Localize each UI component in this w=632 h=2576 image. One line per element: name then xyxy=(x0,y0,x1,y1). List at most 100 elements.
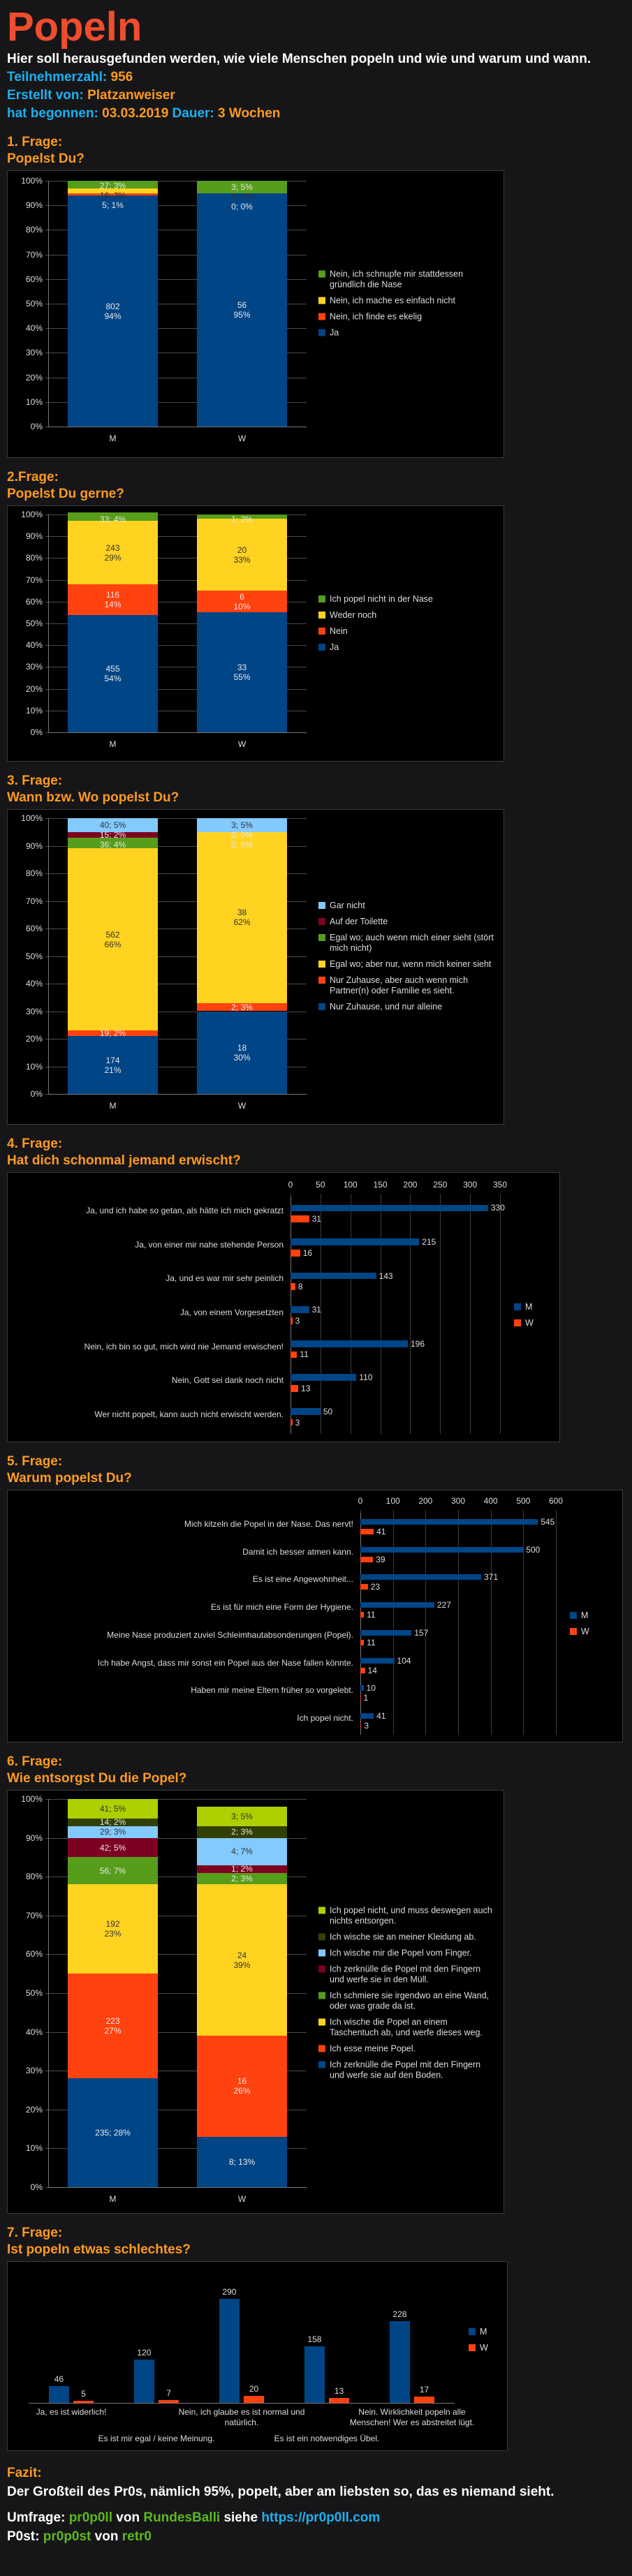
bar xyxy=(360,1685,364,1692)
bar-segment xyxy=(196,519,288,591)
bar xyxy=(360,1518,538,1525)
legend-item: Ich wische mir die Popel vom Finger. xyxy=(318,1948,497,1959)
chart-subtitle: Wann bzw. Wo popelst Du? xyxy=(7,790,179,805)
grid-line xyxy=(410,1194,411,1434)
duration-label: Dauer: xyxy=(172,106,214,121)
data-label: 16 xyxy=(302,1248,313,1258)
legend-item: Ich esse meine Popel. xyxy=(318,2044,497,2055)
data-label: 143 xyxy=(379,1271,393,1281)
legend-swatch xyxy=(318,976,325,984)
data-label: 46 xyxy=(54,2374,64,2385)
fazit-label: Fazit: xyxy=(7,2466,42,2480)
y-tick-label: Damit ich besser atmen kann. xyxy=(242,1546,353,1557)
grid-line xyxy=(45,1954,307,1955)
y-axis xyxy=(48,181,49,427)
data-label: 235; 28% xyxy=(95,2128,131,2138)
bar-segment xyxy=(67,837,159,849)
data-label: 0; 0% xyxy=(231,839,253,850)
grid-line xyxy=(45,873,307,874)
data-label: 50 xyxy=(323,1406,333,1416)
x-tick-label: W xyxy=(237,434,247,443)
chart: 0% 10% 20% 30% 40% 50% 60% 70% 80% 90% 100% M 40; 5%… xyxy=(7,809,504,1125)
y-axis xyxy=(48,515,49,732)
grid-line xyxy=(500,1194,501,1434)
legend-label: Ja xyxy=(330,327,339,338)
data-label: 4; 7% xyxy=(231,1846,253,1857)
data-label: 104 xyxy=(397,1655,411,1666)
legend-item: Nein, ich mache es einfach nicht xyxy=(318,296,497,306)
grid-line xyxy=(45,536,307,538)
data-label: 6 10% xyxy=(233,591,251,612)
data-label: 290 xyxy=(222,2286,237,2297)
x-tick-label: 500 xyxy=(516,1496,531,1506)
legend-swatch xyxy=(318,270,325,278)
bar xyxy=(328,2398,350,2403)
survey-line: Umfrage: pr0p0ll von RundesBalli siehe h… xyxy=(7,2508,625,2527)
data-label: 56 95% xyxy=(233,299,251,320)
y-tick-label: Ja, von einem Vorgesetzten xyxy=(179,1308,284,1317)
legend-swatch xyxy=(469,2344,476,2351)
survey-author[interactable]: RundesBalli xyxy=(143,2510,221,2525)
bar-segment xyxy=(67,1799,159,1819)
legend-label: Nein, ich schnupfe mir stattdessen gründ… xyxy=(330,269,464,290)
chart: Ja, es ist widerlich! 46 5 Es ist mir egal … xyxy=(7,2261,508,2451)
y-tick-label: Mich kitzeln die Popel in der Nase. Das … xyxy=(184,1518,353,1529)
y-tick-label: Ja, von einer mir nahe stehende Person xyxy=(135,1239,284,1250)
survey-tool[interactable]: pr0p0ll xyxy=(68,2510,112,2525)
post-author[interactable]: retr0 xyxy=(122,2529,152,2544)
bar-segment xyxy=(67,521,159,584)
y-tick-label: 40% xyxy=(25,979,43,989)
chart-section: 6. Frage: Wie entsorgst Du die Popel? 0% 10… xyxy=(7,1754,625,2214)
bar-segment xyxy=(67,1030,159,1037)
y-tick-label: 0% xyxy=(30,2182,43,2192)
y-tick-label: 60% xyxy=(25,596,43,607)
legend-item: Ich schmiere sie irgendwo an eine Wand, … xyxy=(318,1991,497,2012)
bar-segment xyxy=(196,1011,288,1094)
data-label: 1; 2% xyxy=(231,515,253,524)
y-tick-label: 70% xyxy=(25,575,43,585)
survey-see: siehe xyxy=(223,2510,258,2525)
x-tick-label: Nein. Wirklichkeit popeln alle Menschen!… xyxy=(349,2407,475,2427)
grid-line xyxy=(45,1799,307,1800)
legend-label: Ich schmiere sie irgendwo an eine Wand, … xyxy=(330,1990,490,2011)
x-axis xyxy=(48,1094,307,1095)
legend-swatch xyxy=(318,313,325,320)
grid-line xyxy=(45,688,307,690)
data-label: 228 xyxy=(392,2309,407,2319)
y-tick-label: 100% xyxy=(21,1794,43,1804)
creator-label: Erstellt von: xyxy=(7,88,84,103)
survey-url[interactable]: https://pr0p0ll.com xyxy=(261,2510,381,2525)
legend-item: W xyxy=(469,2343,500,2353)
chart-title: 4. Frage: xyxy=(7,1137,63,1151)
y-tick-label: 40% xyxy=(25,640,43,651)
bar-segment xyxy=(196,2136,288,2187)
bar-segment xyxy=(67,1826,159,1838)
bar xyxy=(360,1667,365,1673)
bar-segment xyxy=(67,193,159,196)
data-label: 23 xyxy=(370,1582,381,1592)
bar xyxy=(360,1629,412,1636)
legend-item: Nein, ich finde es ekelig xyxy=(318,312,497,323)
legend-item: M xyxy=(514,1302,552,1312)
data-label: 3 xyxy=(295,1417,300,1428)
grid-line xyxy=(45,623,307,624)
post-line: P0st: pr0p0st von retr0 xyxy=(7,2527,625,2546)
bar xyxy=(291,1408,321,1415)
y-tick-label: Wer nicht popelt, kann auch nicht erwisc… xyxy=(94,1409,284,1419)
legend-swatch xyxy=(570,1612,577,1619)
y-tick-label: Nein, ich bin so gut, mich wird nie Jema… xyxy=(84,1341,284,1352)
x-tick-label: 200 xyxy=(403,1180,418,1190)
bar-segment xyxy=(196,1002,288,1012)
post-tool[interactable]: pr0p0st xyxy=(43,2529,91,2544)
data-label: 17 xyxy=(419,2385,429,2395)
legend-label: Ich popel nicht in der Nase xyxy=(330,594,434,604)
description: Hier soll herausgefunden werden, wie vie… xyxy=(7,52,591,66)
x-tick-label: 50 xyxy=(316,1180,325,1190)
legend-label: W xyxy=(480,2343,488,2353)
data-label: 8 xyxy=(297,1282,303,1292)
x-axis xyxy=(48,2187,307,2188)
legend-label: Gar nicht xyxy=(330,900,365,910)
grid-line xyxy=(490,1510,492,1735)
bar-segment xyxy=(67,181,159,188)
